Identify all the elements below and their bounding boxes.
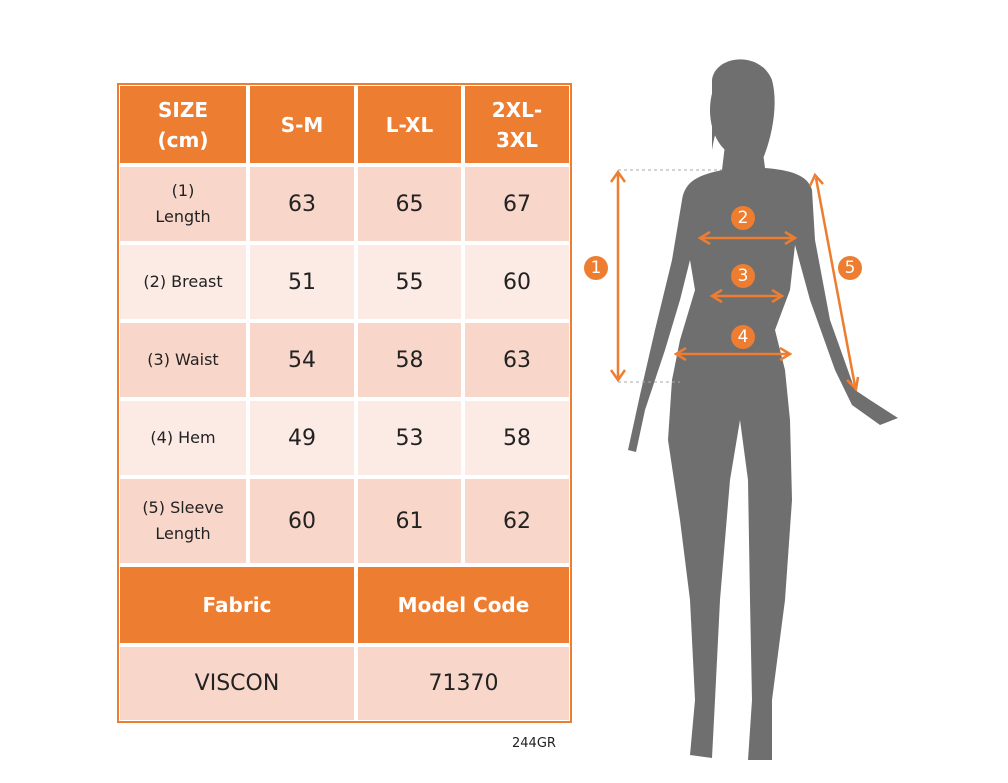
size-value: 49: [248, 399, 356, 477]
marker-circle: [838, 256, 862, 280]
size-value: 63: [248, 165, 356, 243]
marker-label: 3: [738, 266, 749, 286]
size-value: 58: [463, 399, 571, 477]
size-value: 61: [356, 477, 463, 565]
header-cell: SIZE (cm): [118, 84, 248, 165]
marker-label: 4: [738, 327, 749, 347]
header-cell: S-M: [248, 84, 356, 165]
row-label: (4) Hem: [118, 399, 248, 477]
marker-label: 1: [591, 258, 602, 278]
marker-circle: [731, 325, 755, 349]
row-label: (2) Breast: [118, 243, 248, 321]
marker-label: 2: [738, 208, 749, 228]
footer-header: Model Code: [356, 565, 571, 645]
marker-circle: [584, 256, 608, 280]
footer-header: Fabric: [118, 565, 356, 645]
size-value: 60: [463, 243, 571, 321]
header-cell: L-XL: [356, 84, 463, 165]
marker-label: 5: [845, 258, 856, 278]
row-label: (3) Waist: [118, 321, 248, 399]
size-value: 53: [356, 399, 463, 477]
size-value: 63: [463, 321, 571, 399]
size-value: 51: [248, 243, 356, 321]
code: 244GR: [512, 736, 556, 751]
row-label: (5) Sleeve Length: [118, 477, 248, 565]
row-label: (1) Length: [118, 165, 248, 243]
marker-circle: [731, 206, 755, 230]
size-value: 55: [356, 243, 463, 321]
size-value: 60: [248, 477, 356, 565]
size-value: 58: [356, 321, 463, 399]
header-cell: 2XL-3XL: [463, 84, 571, 165]
size-value: 65: [356, 165, 463, 243]
size-value: 62: [463, 477, 571, 565]
marker-circle: [731, 264, 755, 288]
size-value: 54: [248, 321, 356, 399]
